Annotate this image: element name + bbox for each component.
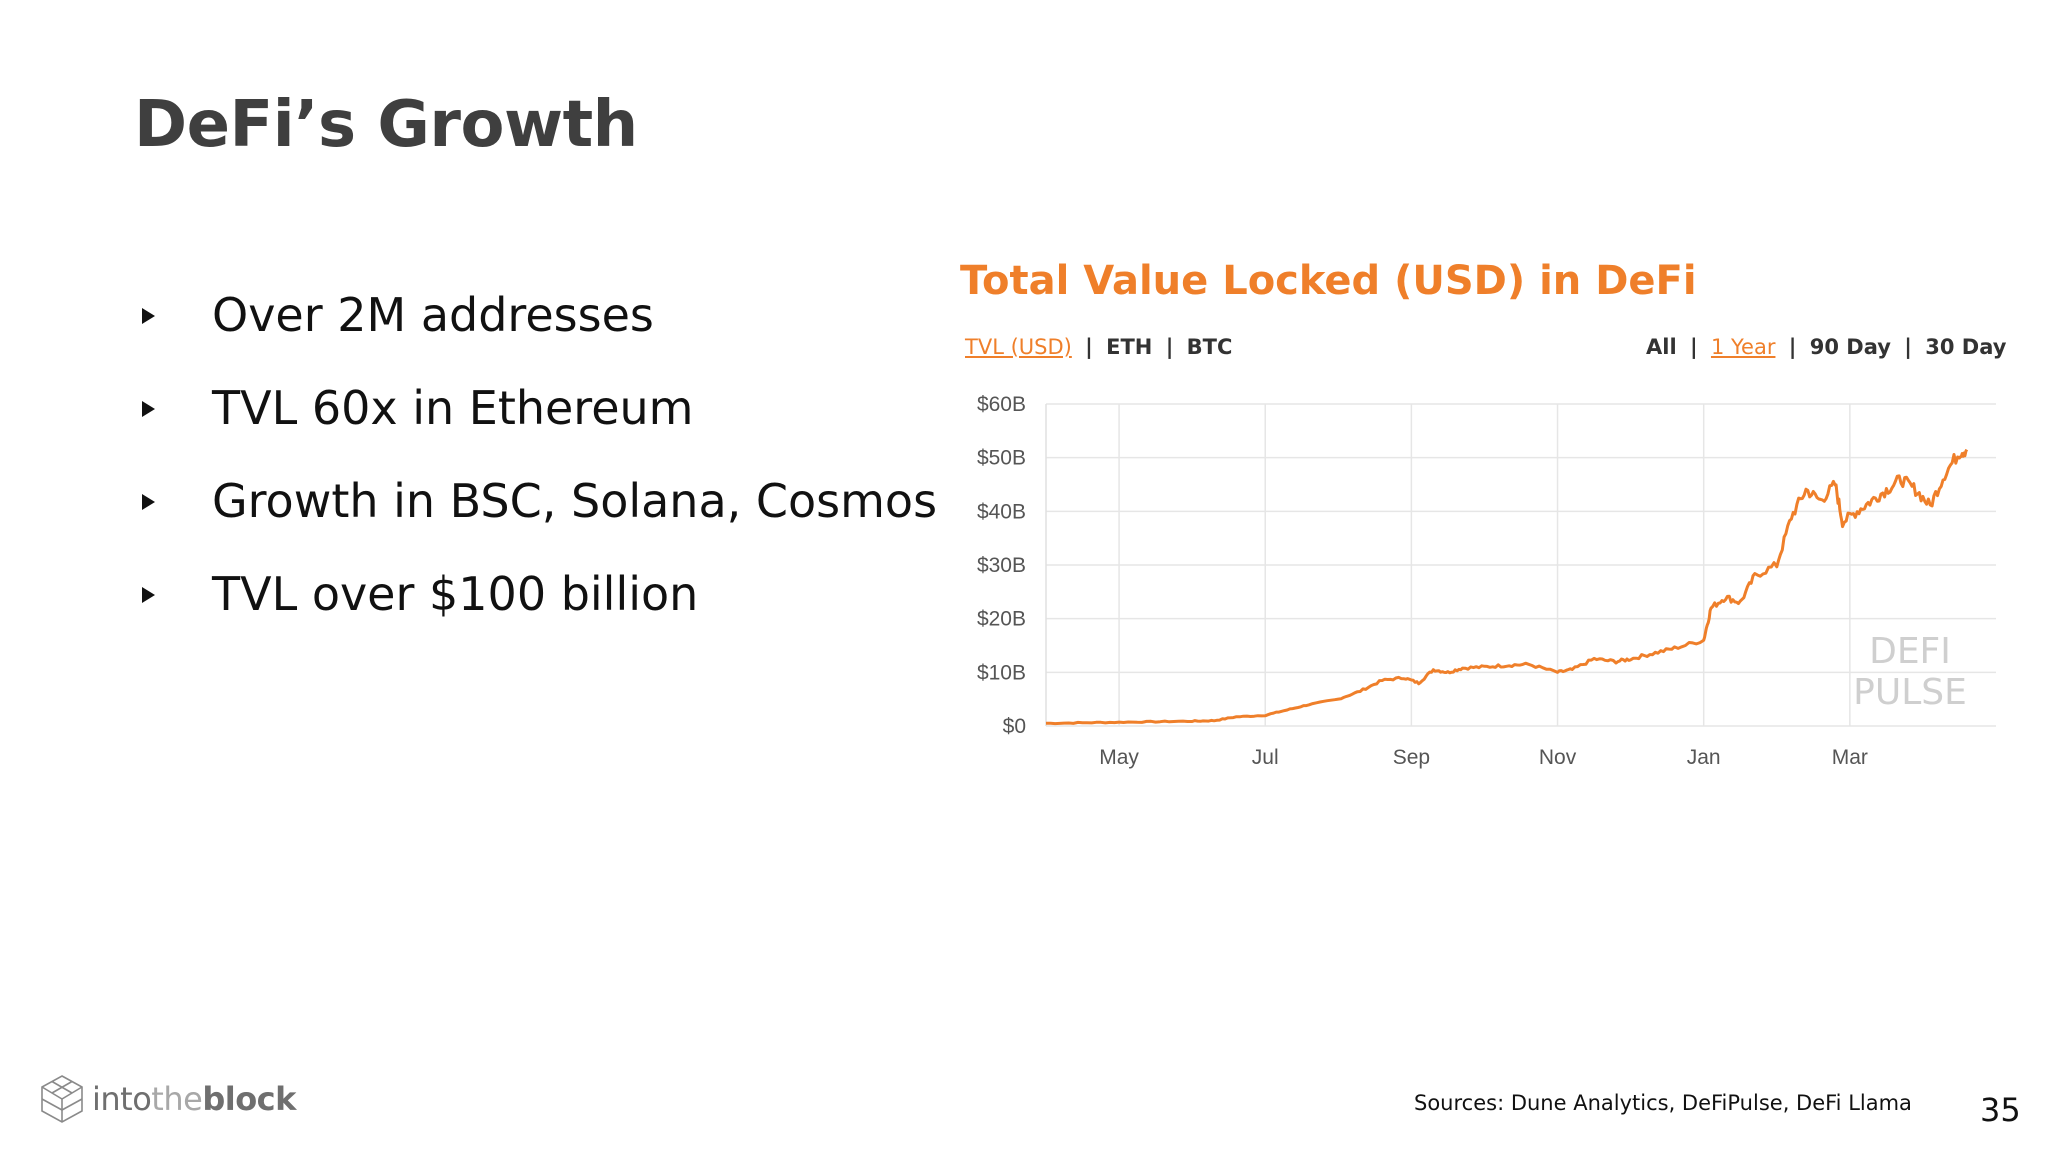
range-option-1-year[interactable]: 1 Year	[1710, 335, 1776, 359]
watermark-line-1: DEFI	[1869, 631, 1951, 672]
triangle-bullet-icon	[142, 587, 155, 603]
y-tick-label: $10B	[977, 661, 1026, 684]
bullet-text: TVL over $100 billion	[212, 567, 699, 621]
x-tick-label: May	[1099, 746, 1139, 769]
x-axis-ticks: May Jul Sep Nov Jan Mar	[1099, 746, 1868, 769]
y-axis-ticks: $0 $10B $20B $30B $40B $50B $60B	[977, 393, 1026, 738]
range-option-all[interactable]: All	[1646, 335, 1677, 359]
y-tick-label: $20B	[977, 608, 1026, 631]
sources-note: Sources: Dune Analytics, DeFiPulse, DeFi…	[1414, 1091, 1912, 1115]
range-toggle: All | 1 Year | 90 Day | 30 Day	[1646, 335, 2006, 359]
cube-logo-icon	[41, 1075, 83, 1123]
unit-option-btc[interactable]: BTC	[1186, 335, 1233, 359]
separator: |	[1085, 335, 1093, 359]
triangle-bullet-icon	[142, 494, 155, 510]
unit-toggle: TVL (USD) | ETH | BTC	[965, 335, 1232, 359]
tvl-series-line	[1045, 448, 1969, 726]
range-option-90-day[interactable]: 90 Day	[1809, 335, 1891, 359]
separator: |	[1165, 335, 1174, 359]
tvl-chart: $0 $10B $20B $30B $40B $50B $60B May Jul Sep Nov J…	[977, 393, 1996, 769]
logo-wordmark: intotheblock	[92, 1080, 296, 1118]
x-tick-label: Mar	[1832, 746, 1868, 769]
y-tick-label: $40B	[977, 500, 1026, 523]
triangle-bullet-icon	[142, 401, 155, 417]
range-option-30-day[interactable]: 30 Day	[1925, 335, 2007, 359]
logo-text-the: the	[151, 1080, 203, 1118]
bullet-text: TVL 60x in Ethereum	[212, 381, 694, 435]
logo-text-into: into	[92, 1080, 152, 1118]
x-tick-label: Jul	[1252, 746, 1279, 769]
x-tick-label: Jan	[1687, 746, 1721, 769]
watermark-line-2: PULSE	[1853, 672, 1967, 713]
chart-title: Total Value Locked (USD) in DeFi	[960, 258, 1697, 304]
y-tick-label: $0	[1003, 715, 1026, 738]
unit-option-tvl-usd[interactable]: TVL (USD)	[965, 335, 1072, 359]
separator: |	[1904, 335, 1912, 359]
x-tick-label: Sep	[1393, 746, 1430, 769]
y-tick-label: $50B	[977, 447, 1026, 470]
page-number: 35	[1980, 1091, 2021, 1129]
x-tick-label: Nov	[1539, 746, 1577, 769]
bullet-text: Over 2M addresses	[212, 288, 654, 342]
separator: |	[1788, 335, 1797, 359]
bullet-text: Growth in BSC, Solana, Cosmos	[212, 474, 938, 528]
series	[1045, 448, 1969, 726]
separator: |	[1689, 335, 1698, 359]
chart-grid	[1045, 403, 1996, 727]
triangle-bullet-icon	[142, 308, 155, 324]
y-tick-label: $30B	[977, 554, 1026, 577]
logo-text-block: block	[202, 1080, 296, 1118]
y-tick-label: $60B	[977, 393, 1026, 416]
slide-title: DeFi’s Growth	[134, 88, 638, 162]
unit-option-eth[interactable]: ETH	[1106, 335, 1153, 359]
